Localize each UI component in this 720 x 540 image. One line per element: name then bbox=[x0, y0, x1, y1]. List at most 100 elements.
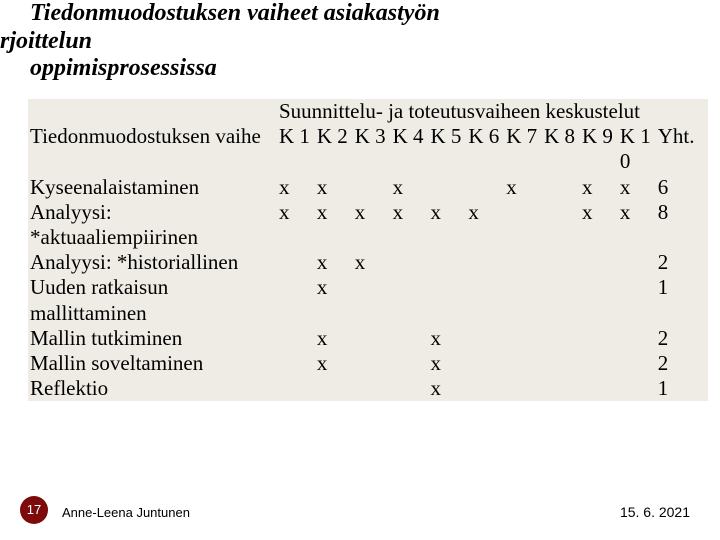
col-label-header: Tiedonmuodostuksen vaihe bbox=[28, 124, 277, 174]
cell: x bbox=[428, 376, 466, 401]
cell bbox=[391, 376, 429, 401]
row-label: Mallin soveltaminen bbox=[28, 351, 277, 376]
table-row: Uuden ratkaisun mallittaminen x 1 bbox=[28, 275, 708, 325]
col-k10a: K 1 bbox=[618, 124, 656, 149]
cell bbox=[277, 326, 315, 351]
cell: x bbox=[353, 200, 391, 250]
cell: x bbox=[315, 326, 353, 351]
cell bbox=[542, 275, 580, 325]
date-label: 15. 6. 2021 bbox=[620, 504, 690, 520]
cell bbox=[466, 326, 504, 351]
author-label: Anne-Leena Juntunen bbox=[62, 505, 190, 520]
cell bbox=[466, 175, 504, 200]
cell: x bbox=[315, 250, 353, 275]
cell bbox=[580, 326, 618, 351]
cell-yht: 8 bbox=[656, 200, 708, 250]
cell bbox=[504, 351, 542, 376]
data-table: Suunnittelu- ja toteutusvaiheen keskuste… bbox=[28, 99, 708, 401]
cell bbox=[353, 275, 391, 325]
title-line-3: oppimisprosessissa bbox=[30, 55, 217, 81]
slide-title: Tiedonmuodostuksen vaiheet asiakastyön r… bbox=[30, 0, 710, 83]
cell-yht: 2 bbox=[656, 326, 708, 351]
cell bbox=[428, 250, 466, 275]
cell: x bbox=[353, 250, 391, 275]
cell bbox=[542, 351, 580, 376]
table-row: Analyysi: *historiallinen x x 2 bbox=[28, 250, 708, 275]
col-k2: K 2 bbox=[315, 124, 353, 149]
col-k3: K 3 bbox=[353, 124, 391, 149]
super-header-cell: Suunnittelu- ja toteutusvaiheen keskuste… bbox=[277, 99, 708, 124]
cell bbox=[277, 376, 315, 401]
cell bbox=[391, 275, 429, 325]
cell bbox=[618, 275, 656, 325]
row-label: Reflektio bbox=[28, 376, 277, 401]
cell bbox=[542, 376, 580, 401]
cell bbox=[542, 175, 580, 200]
cell bbox=[353, 326, 391, 351]
cell bbox=[580, 351, 618, 376]
title-line-2: rjoittelun bbox=[0, 28, 92, 54]
cell bbox=[542, 200, 580, 250]
table-super-header-row: Suunnittelu- ja toteutusvaiheen keskuste… bbox=[28, 99, 708, 124]
row-label: Analyysi: *aktuaaliempiirinen bbox=[28, 200, 277, 250]
cell-yht: 2 bbox=[656, 250, 708, 275]
cell bbox=[277, 250, 315, 275]
cell bbox=[542, 250, 580, 275]
col-yht: Yht. bbox=[656, 124, 708, 149]
col-k6: K 6 bbox=[466, 124, 504, 149]
col-k9: K 9 bbox=[580, 124, 618, 149]
empty-cell bbox=[28, 99, 277, 124]
cell-yht: 1 bbox=[656, 275, 708, 325]
table-row: Kyseenalaistaminen x x x x x x 6 bbox=[28, 175, 708, 200]
cell bbox=[466, 275, 504, 325]
cell bbox=[618, 250, 656, 275]
cell: x bbox=[580, 200, 618, 250]
cell bbox=[353, 351, 391, 376]
cell-yht: 6 bbox=[656, 175, 708, 200]
col-k5: K 5 bbox=[428, 124, 466, 149]
cell bbox=[353, 175, 391, 200]
col-k4: K 4 bbox=[391, 124, 429, 149]
cell-yht: 2 bbox=[656, 351, 708, 376]
table-header-row: Tiedonmuodostuksen vaihe K 1 K 2 K 3 K 4… bbox=[28, 124, 708, 149]
cell: x bbox=[580, 175, 618, 200]
cell-yht: 1 bbox=[656, 376, 708, 401]
page-number-badge: 17 bbox=[20, 496, 48, 524]
cell bbox=[315, 376, 353, 401]
cell: x bbox=[466, 200, 504, 250]
cell bbox=[466, 250, 504, 275]
cell: x bbox=[618, 200, 656, 250]
cell bbox=[504, 275, 542, 325]
cell bbox=[618, 351, 656, 376]
cell bbox=[504, 250, 542, 275]
table-row: Reflektio x 1 bbox=[28, 376, 708, 401]
cell bbox=[504, 200, 542, 250]
cell: x bbox=[315, 175, 353, 200]
row-label: Kyseenalaistaminen bbox=[28, 175, 277, 200]
cell: x bbox=[391, 175, 429, 200]
cell bbox=[277, 351, 315, 376]
cell: x bbox=[428, 200, 466, 250]
cell: x bbox=[618, 175, 656, 200]
table-row: Analyysi: *aktuaaliempiirinen x x x x x … bbox=[28, 200, 708, 250]
cell bbox=[391, 250, 429, 275]
col-k1: K 1 bbox=[277, 124, 315, 149]
cell bbox=[618, 376, 656, 401]
cell bbox=[391, 351, 429, 376]
cell: x bbox=[428, 326, 466, 351]
row-label: Uuden ratkaisun mallittaminen bbox=[28, 275, 277, 325]
cell bbox=[428, 275, 466, 325]
col-k7: K 7 bbox=[504, 124, 542, 149]
cell bbox=[391, 326, 429, 351]
cell bbox=[353, 376, 391, 401]
cell: x bbox=[391, 200, 429, 250]
table-row: Mallin tutkiminen x x 2 bbox=[28, 326, 708, 351]
col-k10b: 0 bbox=[618, 149, 656, 174]
cell bbox=[466, 376, 504, 401]
cell: x bbox=[504, 175, 542, 200]
title-line-1: Tiedonmuodostuksen vaiheet asiakastyön bbox=[30, 0, 440, 26]
slide: Tiedonmuodostuksen vaiheet asiakastyön r… bbox=[0, 0, 720, 540]
cell bbox=[428, 175, 466, 200]
cell bbox=[618, 326, 656, 351]
col-k8: K 8 bbox=[542, 124, 580, 149]
